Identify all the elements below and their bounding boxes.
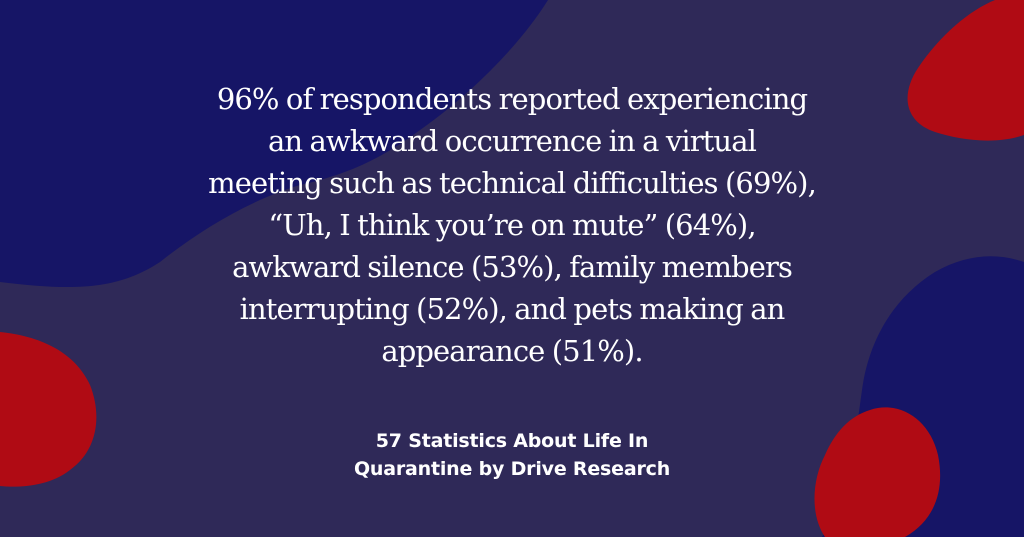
red-blob-left xyxy=(0,332,97,487)
quote-line: appearance (51%). xyxy=(381,334,643,368)
quote-line: “Uh, I think you’re on mute” (64%), xyxy=(268,208,756,242)
source-attribution: 57 Statistics About Life In Quarantine b… xyxy=(262,427,762,483)
source-line: 57 Statistics About Life In xyxy=(375,430,649,452)
statistic-quote: 96% of respondents reported experiencing… xyxy=(150,78,874,372)
navy-blob-left xyxy=(0,0,548,288)
source-line: Quarantine by Drive Research xyxy=(353,458,671,480)
quote-line: meeting such as technical difficulties (… xyxy=(208,166,817,200)
red-blob-bottom-right xyxy=(814,407,941,537)
quote-line: awkward silence (53%), family members xyxy=(232,250,793,284)
red-blob-top-right xyxy=(907,0,1024,141)
quote-line: interrupting (52%), and pets making an xyxy=(239,292,786,326)
quote-line: an awkward occurrence in a virtual xyxy=(268,124,757,158)
quote-line: 96% of respondents reported experiencing xyxy=(216,82,808,116)
